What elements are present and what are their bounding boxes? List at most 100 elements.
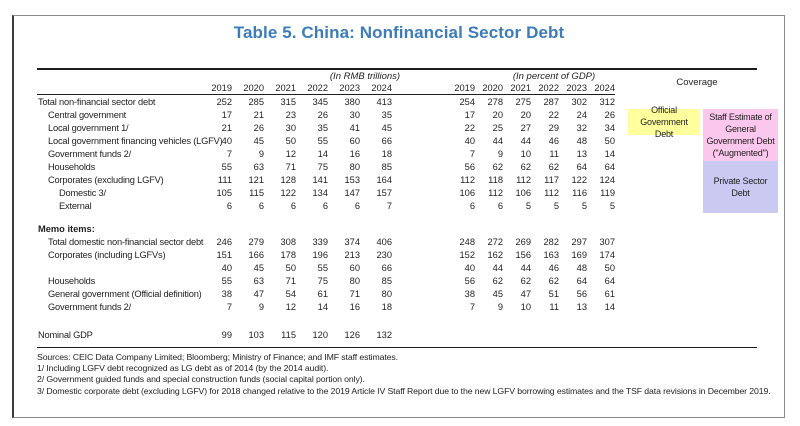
- year-label: 2019: [211, 83, 232, 93]
- gdp-value: 269: [515, 237, 531, 247]
- gdp-value: [531, 329, 559, 342]
- gdp-value: 119: [600, 188, 615, 198]
- gdp-value: 40: [464, 263, 475, 273]
- rmb-value: 6: [258, 201, 264, 211]
- rmb-value: 121: [248, 175, 264, 185]
- column-gap: [392, 301, 447, 314]
- rmb-value: 63: [253, 276, 264, 286]
- gdp-value: 24: [576, 110, 587, 120]
- coverage-box-official-government-debt: Official Government Debt: [628, 105, 700, 139]
- year-label: 2023: [566, 83, 587, 93]
- rmb-value: 71: [285, 276, 296, 286]
- row-label: Corporates (including LGFVs): [48, 250, 166, 260]
- rmb-value: 196: [312, 250, 328, 260]
- rmb-value: 147: [344, 188, 360, 198]
- rmb-value: 63: [253, 162, 264, 172]
- rmb-value: 9: [258, 149, 264, 159]
- gdp-value: 124: [599, 175, 615, 185]
- rmb-value: 166: [248, 250, 264, 260]
- gdp-value: 5: [609, 201, 615, 211]
- rmb-value: 30: [285, 123, 296, 133]
- column-gap: [392, 288, 447, 301]
- gdp-value: 122: [571, 175, 587, 185]
- table-row: Government funds 2/7 9 12 14 16 18 7 9 10 11 13 14: [37, 148, 615, 161]
- gdp-value: 40: [464, 136, 475, 146]
- gdp-value: 44: [492, 136, 503, 146]
- row-label: General government (Official definition): [48, 289, 202, 299]
- table-row: Government funds 2/7 9 12 14 16 18 7 9 10 11 13 14: [37, 301, 615, 314]
- header-rule: [37, 94, 615, 95]
- gdp-value: 11: [549, 302, 559, 312]
- rmb-value: 18: [381, 149, 392, 159]
- rmb-value: 41: [349, 123, 360, 133]
- gdp-value: 162: [487, 250, 503, 260]
- gdp-value: 117: [544, 175, 559, 185]
- rmb-value: 50: [285, 263, 296, 273]
- rmb-value: 230: [376, 250, 392, 260]
- rmb-value: 55: [317, 263, 328, 273]
- gdp-value: [503, 329, 531, 342]
- rmb-value: 315: [280, 97, 296, 107]
- rmb-value: 66: [381, 136, 392, 146]
- rmb-value: 7: [386, 201, 392, 211]
- gdp-value: 7: [469, 149, 475, 159]
- memo-table-rows: Total domestic non-financial sector debt…: [37, 236, 615, 314]
- rmb-value: 14: [317, 302, 328, 312]
- column-gap: [392, 275, 447, 288]
- rmb-value: 6: [354, 201, 360, 211]
- row-label: Households: [48, 162, 96, 172]
- rmb-value: 178: [280, 250, 296, 260]
- rmb-value: 99: [221, 330, 232, 340]
- rmb-value: 17: [221, 110, 232, 120]
- column-gap: [392, 187, 447, 200]
- gdp-value: 112: [488, 188, 503, 198]
- rmb-value: 18: [381, 302, 392, 312]
- table-row: Local government 1/21 26 30 35 41 45 22 25 27 29 3…: [37, 122, 615, 135]
- gdp-value: [447, 329, 475, 342]
- gdp-value: 62: [520, 162, 531, 172]
- rmb-value: 14: [317, 149, 328, 159]
- coverage-column-header: Coverage: [676, 77, 718, 88]
- column-gap: [392, 122, 447, 135]
- gdp-value: 64: [604, 276, 615, 286]
- rmb-value: 60: [349, 263, 360, 273]
- rmb-value: 9: [258, 302, 264, 312]
- gdp-value: 44: [492, 263, 503, 273]
- rmb-value: 120: [312, 330, 328, 340]
- rmb-value: 12: [285, 149, 296, 159]
- figure: Table 5. China: Nonfinancial Sector Debt…: [12, 15, 785, 418]
- gdp-value: 106: [515, 188, 531, 198]
- rmb-value: 60: [349, 136, 360, 146]
- gdp-value: 64: [576, 162, 587, 172]
- rmb-value: 35: [317, 123, 328, 133]
- table-row: Households 55 63 71 75 80 85 56 62 62 62 64 64: [37, 275, 615, 288]
- gdp-value: 116: [572, 188, 587, 198]
- gdp-value: 11: [549, 149, 559, 159]
- rmb-value: 103: [248, 330, 264, 340]
- year-label: 2022: [538, 83, 559, 93]
- gdp-value: 112: [516, 175, 531, 185]
- rmb-value: 115: [249, 188, 264, 198]
- rmb-value: 21: [221, 123, 232, 133]
- rmb-value: 279: [248, 237, 264, 247]
- rmb-value: 6: [226, 201, 232, 211]
- rmb-value: 30: [349, 110, 360, 120]
- gdp-value: 312: [599, 97, 615, 107]
- rmb-value: 75: [317, 276, 328, 286]
- gdp-value: 20: [492, 110, 503, 120]
- gdp-value: 27: [520, 123, 531, 133]
- rmb-value: 122: [280, 188, 296, 198]
- footnote-line: 2/ Government guided funds and special c…: [37, 374, 365, 385]
- rmb-value: 61: [317, 289, 328, 299]
- gdp-value: 32: [576, 123, 587, 133]
- column-gap: [392, 236, 447, 249]
- table-row: External 6 6 6 6 6 7 6 6 5 5 5 5: [37, 200, 615, 213]
- rmb-value: 35: [381, 110, 392, 120]
- rmb-value: 55: [221, 276, 232, 286]
- row-label: Nominal GDP: [38, 330, 93, 340]
- footnote-line: Sources: CEIC Data Company Limited; Bloo…: [37, 352, 398, 362]
- rmb-value: 308: [280, 237, 296, 247]
- column-gap: [392, 109, 447, 122]
- table-row: Total non-financial sector debt 252 285 315…: [37, 96, 615, 109]
- rmb-value: 134: [312, 188, 328, 198]
